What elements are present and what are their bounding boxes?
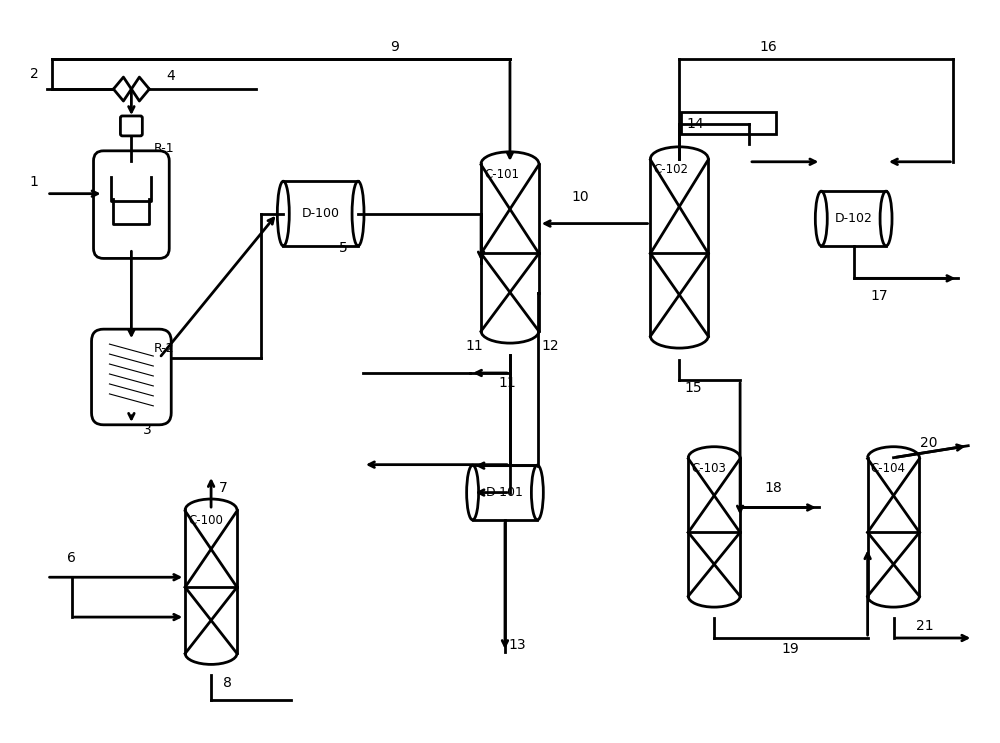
Ellipse shape [880,191,892,246]
Text: 16: 16 [759,40,777,54]
Text: 13: 13 [508,638,526,652]
FancyBboxPatch shape [94,151,169,259]
Text: D-100: D-100 [302,207,340,220]
Ellipse shape [277,181,289,246]
Bar [821,191,886,246]
Text: 1: 1 [30,175,39,189]
FancyBboxPatch shape [92,329,171,425]
Text: R-1: R-1 [153,143,174,155]
Text: 7: 7 [219,481,228,495]
Text: 14: 14 [686,117,704,131]
Text: C-102: C-102 [653,163,688,176]
Text: R-2: R-2 [153,342,174,354]
Text: 20: 20 [920,435,938,450]
Text: 4: 4 [166,69,175,83]
Text: 5: 5 [339,241,347,256]
Ellipse shape [467,465,479,520]
Text: 2: 2 [30,67,39,81]
Bar [681,112,776,134]
Text: 19: 19 [781,642,799,656]
Text: C-101: C-101 [484,168,519,181]
Text: C-103: C-103 [691,461,726,475]
Text: C-100: C-100 [188,514,223,527]
Text: 18: 18 [764,481,782,495]
Text: 15: 15 [684,381,702,395]
Text: D-102: D-102 [835,212,873,225]
Text: 3: 3 [143,423,152,437]
Text: D-101: D-101 [486,486,524,499]
Ellipse shape [815,191,827,246]
Text: 10: 10 [572,189,589,204]
Ellipse shape [531,465,543,520]
Text: 11: 11 [465,339,483,353]
Text: 21: 21 [916,619,934,633]
Bar [283,181,358,246]
FancyBboxPatch shape [120,116,142,136]
Text: C-104: C-104 [871,461,906,475]
Text: 9: 9 [390,40,399,54]
Text: 6: 6 [67,551,76,565]
Ellipse shape [352,181,364,246]
Text: 8: 8 [223,676,232,690]
Bar [473,465,537,520]
Text: 12: 12 [542,339,559,353]
Text: 17: 17 [871,289,888,303]
Text: 11: 11 [498,376,516,390]
